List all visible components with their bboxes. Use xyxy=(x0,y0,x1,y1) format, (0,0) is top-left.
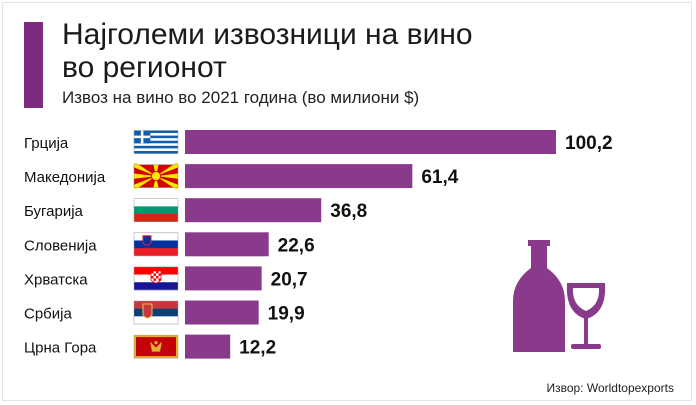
bar-row: Бугарија 36,8 xyxy=(24,198,367,223)
flag-icon-slovenia xyxy=(133,232,179,257)
flag-icon-greece xyxy=(133,130,179,154)
bar xyxy=(185,334,231,359)
value-label: 20,7 xyxy=(271,269,308,290)
bar-row: Хрватска 20,7 xyxy=(24,266,308,291)
wine-bottle-and-glass-icon xyxy=(513,240,606,352)
chart-title-line-2: во регионот xyxy=(62,51,227,84)
bar xyxy=(185,232,269,257)
value-label: 12,2 xyxy=(239,338,276,359)
category-label: Србија xyxy=(24,306,72,323)
bar xyxy=(185,198,322,223)
bar-row: Црна Гора 12,2 xyxy=(24,334,276,359)
value-label: 36,8 xyxy=(330,201,367,222)
value-label: 19,9 xyxy=(268,304,305,325)
flag-icon-bulgaria xyxy=(133,198,179,222)
chart-title-line-1: Најголеми извозници на вино xyxy=(62,18,473,51)
title-accent-bar xyxy=(24,22,43,108)
flag-icon-montenegro xyxy=(133,334,179,359)
flag-icon-croatia xyxy=(133,266,179,291)
bar-row: Македонија 61,4 xyxy=(24,162,459,190)
bar xyxy=(185,300,259,325)
source-note: Извор: Worldtopexports xyxy=(546,381,674,395)
flag-icon-north-macedonia xyxy=(132,162,180,190)
chart-title: Најголеми извозници на вино во регионот xyxy=(62,18,662,84)
category-label: Македонија xyxy=(24,169,106,186)
flag-icon-serbia xyxy=(133,300,179,325)
bar-row: Словенија 22,6 xyxy=(24,232,315,257)
category-label: Словенија xyxy=(24,237,97,254)
value-label: 22,6 xyxy=(278,235,315,256)
category-label: Грција xyxy=(24,135,69,152)
bar-row: Србија 19,9 xyxy=(24,300,305,325)
category-label: Хрватска xyxy=(24,271,88,288)
category-label: Црна Гора xyxy=(24,340,97,357)
chart-frame xyxy=(2,2,692,401)
bar xyxy=(185,130,556,154)
category-label: Бугарија xyxy=(24,203,84,220)
wine-bottle-icon xyxy=(513,245,565,352)
bar-row: Грција 100,2 xyxy=(24,130,613,154)
chart-subtitle: Извоз на вино во 2021 година (во милиони… xyxy=(62,88,420,107)
bar xyxy=(185,164,413,189)
value-label: 100,2 xyxy=(565,133,613,154)
bar xyxy=(185,266,262,291)
value-label: 61,4 xyxy=(421,167,458,188)
